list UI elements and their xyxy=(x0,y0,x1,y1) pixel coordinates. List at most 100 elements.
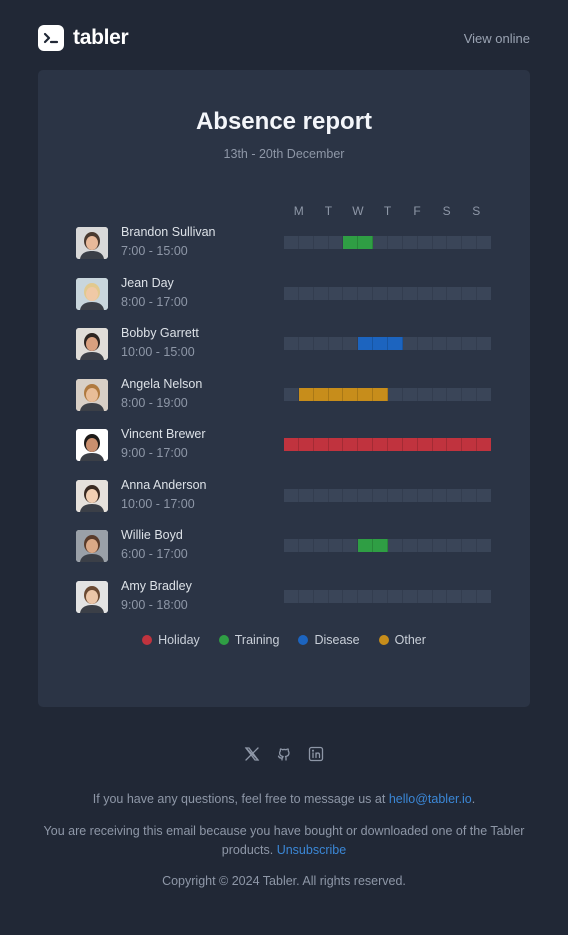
employee-row: Brandon Sullivan 7:00 - 15:00 xyxy=(76,225,492,261)
absence-segment xyxy=(358,489,374,502)
absence-segment xyxy=(477,539,491,552)
absence-segment xyxy=(447,590,463,603)
absence-segment xyxy=(433,590,448,603)
report-title: Absence report xyxy=(195,108,373,135)
employee-row: Amy Bradley 9:00 - 18:00 xyxy=(76,579,492,615)
absence-segment xyxy=(433,489,448,502)
absence-bar xyxy=(284,438,492,451)
unsubscribe-link[interactable]: Unsubscribe xyxy=(276,843,347,857)
absence-segment xyxy=(447,489,463,502)
absence-segment xyxy=(373,337,389,350)
employee-hours: 10:00 - 15:00 xyxy=(121,345,195,359)
questions-suffix: . xyxy=(471,792,476,806)
absence-bar xyxy=(284,337,491,350)
absence-segment xyxy=(418,337,433,350)
view-online-link[interactable]: View online xyxy=(463,30,530,46)
absence-segment xyxy=(462,337,478,350)
absence-segment xyxy=(299,337,314,350)
absence-segment xyxy=(314,236,329,249)
employee-row: Vincent Brewer 9:00 - 17:00 xyxy=(76,427,492,463)
absence-segment xyxy=(388,287,403,300)
absence-segment xyxy=(298,388,314,401)
absence-segment xyxy=(314,287,329,300)
absence-segment xyxy=(433,388,448,401)
absence-legend: Holiday Training Disease Other xyxy=(38,632,530,648)
absence-segment xyxy=(403,539,418,552)
absence-segment xyxy=(343,590,359,603)
absence-segment xyxy=(388,438,403,451)
employee-hours: 9:00 - 18:00 xyxy=(121,598,188,612)
absence-bar xyxy=(284,539,491,552)
social-links xyxy=(0,746,568,764)
absence-segment xyxy=(313,438,329,451)
absence-segment xyxy=(403,236,418,249)
email-link[interactable]: hello@tabler.io xyxy=(388,792,472,806)
absence-segment xyxy=(388,489,403,502)
absence-segment xyxy=(477,337,491,350)
absence-segment xyxy=(314,489,329,502)
github-icon[interactable] xyxy=(276,746,292,762)
absence-segment xyxy=(388,236,403,249)
absence-segment xyxy=(299,287,314,300)
x-icon[interactable] xyxy=(244,746,260,762)
absence-segment xyxy=(477,438,492,451)
avatar xyxy=(76,328,108,360)
receiving-text: You are receiving this email because you… xyxy=(43,824,525,857)
absence-segment xyxy=(388,590,403,603)
employee-row: Jean Day 8:00 - 17:00 xyxy=(76,276,492,312)
absence-segment xyxy=(447,337,463,350)
weekday-label: W xyxy=(352,204,364,218)
avatar xyxy=(76,227,108,259)
linkedin-icon[interactable] xyxy=(308,746,324,762)
absence-segment xyxy=(373,590,389,603)
weekday-label: F xyxy=(413,204,421,218)
legend-dot xyxy=(298,635,309,645)
absence-segment xyxy=(373,236,389,249)
employee-hours: 10:00 - 17:00 xyxy=(121,497,195,511)
absence-segment xyxy=(418,388,433,401)
absence-bar xyxy=(284,590,491,603)
avatar xyxy=(76,278,108,310)
absence-segment xyxy=(343,337,359,350)
absence-segment xyxy=(358,337,374,350)
employee-name: Amy Bradley xyxy=(121,579,192,593)
employee-row: Bobby Garrett 10:00 - 15:00 xyxy=(76,326,492,362)
weekday-label: M xyxy=(293,204,304,218)
absence-segment xyxy=(418,287,433,300)
absence-segment xyxy=(329,590,344,603)
absence-segment xyxy=(388,388,403,401)
absence-bar xyxy=(284,287,491,300)
weekday-label: T xyxy=(383,204,392,218)
absence-segment xyxy=(358,590,374,603)
absence-segment xyxy=(417,438,433,451)
email-header: tabler View online xyxy=(38,24,530,52)
absence-segment xyxy=(433,287,448,300)
weekday-label: T xyxy=(324,204,333,218)
avatar xyxy=(76,379,108,411)
absence-segment xyxy=(298,438,314,451)
legend-item-training: Training xyxy=(218,633,279,647)
brand-name: tabler xyxy=(73,26,129,49)
brand[interactable]: tabler xyxy=(38,25,129,51)
weekday-label: S xyxy=(472,204,481,218)
employee-row: Anna Anderson 10:00 - 17:00 xyxy=(76,478,492,514)
absence-segment xyxy=(477,388,491,401)
absence-segment xyxy=(329,337,344,350)
absence-segment xyxy=(418,489,433,502)
absence-segment xyxy=(329,287,344,300)
absence-segment xyxy=(418,590,433,603)
tabler-logo-icon xyxy=(38,25,64,51)
absence-segment xyxy=(462,539,478,552)
copyright: Copyright © 2024 Tabler. All rights rese… xyxy=(162,874,406,888)
absence-segment xyxy=(284,236,299,249)
absence-segment xyxy=(299,590,314,603)
legend-item-disease: Disease xyxy=(298,633,360,647)
absence-segment xyxy=(402,438,418,451)
employee-hours: 9:00 - 17:00 xyxy=(121,446,188,460)
absence-segment xyxy=(462,287,478,300)
absence-segment xyxy=(462,438,478,451)
absence-segment xyxy=(373,489,389,502)
absence-segment xyxy=(284,337,299,350)
legend-item-other: Other xyxy=(378,633,426,647)
absence-segment xyxy=(477,287,491,300)
